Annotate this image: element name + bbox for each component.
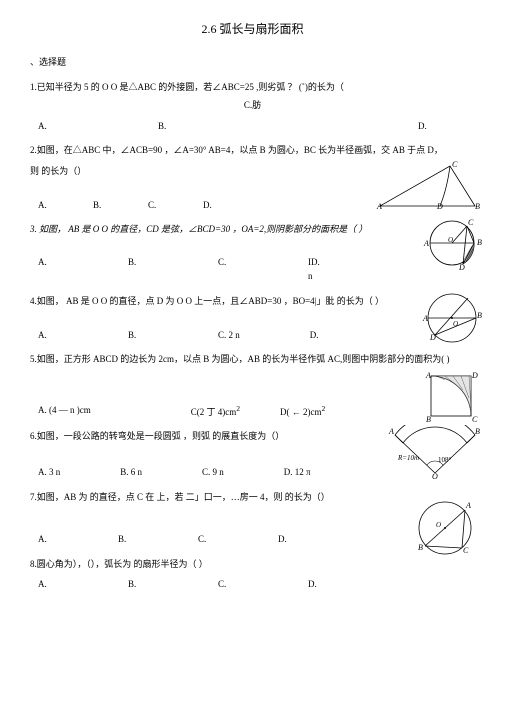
svg-text:B: B (475, 202, 480, 211)
circle-ab-icon: A B C O (410, 496, 480, 561)
circle-triangle-icon: A B D O (420, 288, 485, 348)
q2-optB: B. (93, 198, 113, 212)
svg-text:D: D (429, 333, 436, 342)
q8-text: 8.圆心角为），（），弧长为 的扇形半径为（ ） (30, 557, 475, 571)
q4-optB: B. (128, 328, 148, 342)
q2-optD: D. (203, 198, 223, 212)
q8-optD: D. (308, 577, 328, 591)
question-3: 3. 如图， AB 是 O O 的直径，CD 是弦，∠BCD=30 ，OA=2,… (30, 222, 475, 283)
q1-optC-line: C.肪 (30, 98, 475, 112)
q5-figure: A D B C (425, 370, 480, 425)
svg-text:C: C (472, 415, 478, 424)
svg-text:D: D (436, 202, 443, 211)
q3-optB: B. (128, 255, 148, 284)
circle-chord-icon: A O C B D (415, 216, 490, 271)
svg-text:108°: 108° (438, 456, 452, 464)
square-arc-icon: A D B C (425, 370, 480, 425)
q5-text: 5.如图，正方形 ABCD 的边长为 2cm，以点 B 为圆心，AB 的长为半径… (30, 352, 475, 366)
q5-optA: A. (4 — n )cm (38, 403, 91, 419)
svg-text:A: A (465, 501, 471, 510)
q6-optA: A. 3 n (38, 465, 60, 479)
q4-options: A. B. C. 2 n D. (38, 328, 475, 342)
q1-optA: A. (38, 119, 58, 133)
section-label: 、选择题 (30, 55, 475, 68)
q1-options: A. B. D. (38, 119, 475, 133)
q7-optC: C. (198, 532, 218, 546)
q7-optA: A. (38, 532, 58, 546)
road-arc-icon: A B O R=10m 108° (385, 425, 485, 480)
svg-text:D: D (471, 371, 478, 380)
q4-optA: A. (38, 328, 58, 342)
q3-optC: C. (218, 255, 238, 284)
svg-text:R=10m: R=10m (397, 454, 419, 462)
q1-optD: D. (418, 119, 438, 133)
q2-optA: A. (38, 198, 58, 212)
question-4: 4.如图， AB 是 O O 的直径，点 D 为 O O 上一点，且∠ABD=3… (30, 294, 475, 343)
q3-options: A. B. C. ID. n (38, 255, 475, 284)
svg-text:C: C (452, 161, 458, 169)
svg-text:O: O (453, 320, 458, 328)
q8-options: A. B. C. D. (38, 577, 475, 591)
q3-optD: ID. n (308, 255, 328, 284)
q1-text: 1.已知半径为 5 的 O O 是△ABC 的外接圆，若∠ABC=25 ,则劣弧… (30, 80, 475, 94)
svg-text:O: O (436, 521, 441, 529)
q3-text: 3. 如图， AB 是 O O 的直径，CD 是弦，∠BCD=30 ，OA=2,… (30, 224, 367, 234)
q8-optA: A. (38, 577, 58, 591)
q7-optD: D. (278, 532, 298, 546)
q7-optB: B. (118, 532, 138, 546)
svg-text:O: O (432, 472, 438, 480)
q4-optD: D. (310, 328, 330, 342)
q6-figure: A B O R=10m 108° (385, 425, 485, 480)
q2-text: 2.如图，在△ABC 中，∠ACB=90 ，∠A=30° AB=4，以点 B 为… (30, 143, 475, 157)
svg-text:B: B (475, 427, 480, 436)
svg-text:D: D (458, 263, 465, 271)
q2-figure: A D B C (375, 161, 485, 211)
svg-text:A: A (376, 202, 382, 211)
q7-text: 7.如图，AB 为 的直径，点 C 在 上，若 二」口一，…房一 4，则 的长为… (30, 490, 475, 504)
svg-text:A: A (423, 239, 429, 248)
svg-text:A: A (388, 427, 394, 436)
q8-optC: C. (218, 577, 238, 591)
question-7: 7.如图，AB 为 的直径，点 C 在 上，若 二」口一，…房一 4，则 的长为… (30, 490, 475, 547)
q4-text: 4.如图， AB 是 O O 的直径，点 D 为 O O 上一点，且∠ABD=3… (30, 294, 475, 308)
svg-text:A: A (425, 371, 431, 380)
q6-optC: C. 9 n (202, 465, 224, 479)
svg-text:A: A (422, 314, 428, 323)
svg-text:C: C (463, 546, 469, 555)
question-8: 8.圆心角为），（），弧长为 的扇形半径为（ ） A. B. C. D. (30, 557, 475, 592)
q4-optC: C. 2 n (218, 328, 240, 342)
q1-optB: B. (158, 119, 178, 133)
question-5: 5.如图，正方形 ABCD 的边长为 2cm，以点 B 为圆心，AB 的长为半径… (30, 352, 475, 419)
triangle-icon: A D B C (375, 161, 485, 211)
svg-text:C: C (468, 218, 474, 227)
svg-text:B: B (418, 543, 423, 552)
question-6: 6.如图，一段公路的转弯处是一段圆弧 ，则弧 的展直长度为（） A B O R=… (30, 429, 475, 480)
svg-text:B: B (477, 238, 482, 247)
page-title: 2.6 弧长与扇形面积 (30, 20, 475, 37)
q4-figure: A B D O (420, 288, 485, 348)
question-2: 2.如图，在△ABC 中，∠ACB=90 ，∠A=30° AB=4，以点 B 为… (30, 143, 475, 212)
q3-optA: A. (38, 255, 58, 284)
svg-text:O: O (448, 236, 453, 244)
q5-optC: C(2 丁 4)cm2 (191, 403, 240, 419)
q5-options: A. (4 — n )cm C(2 丁 4)cm2 D( ← 2)cm2 (38, 403, 475, 419)
q2-optC: C. (148, 198, 168, 212)
q6-optD: D. 12 π (284, 465, 311, 479)
q3-figure: A O C B D (415, 216, 490, 271)
q6-optB: B. 6 n (120, 465, 142, 479)
q7-figure: A B C O (410, 496, 480, 561)
q5-optD: D( ← 2)cm2 (280, 403, 325, 419)
q8-optB: B. (128, 577, 148, 591)
question-1: 1.已知半径为 5 的 O O 是△ABC 的外接圆，若∠ABC=25 ,则劣弧… (30, 80, 475, 133)
svg-text:B: B (477, 311, 482, 320)
svg-text:B: B (426, 415, 431, 424)
